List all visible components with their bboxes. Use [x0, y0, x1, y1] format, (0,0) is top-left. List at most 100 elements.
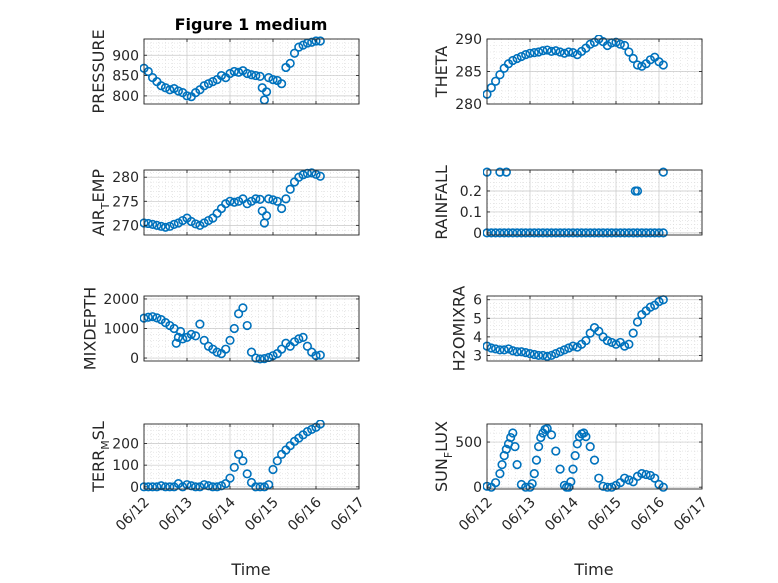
data-point: [581, 335, 591, 346]
data-point: [559, 345, 570, 355]
data-point: [624, 339, 634, 349]
y-axis-label: H2OMIXRA: [449, 286, 468, 372]
data-point: [246, 70, 257, 80]
data-series: [483, 35, 668, 99]
data-point: [564, 47, 574, 57]
data-point: [512, 53, 522, 64]
y-axis-label-main: THETA: [432, 46, 451, 98]
data-point: [246, 347, 257, 357]
data-point: [589, 228, 600, 238]
data-point: [512, 347, 522, 357]
data-point: [285, 58, 295, 68]
data-point: [510, 441, 520, 452]
data-point: [568, 464, 578, 474]
y-axis-label-main: AIR: [89, 209, 108, 236]
data-point: [525, 48, 535, 58]
data-point: [624, 228, 634, 238]
data-point: [637, 469, 647, 479]
y-axis-label-rest: SL: [89, 421, 108, 440]
data-point: [551, 228, 561, 238]
data-point: [229, 197, 239, 207]
y-axis-label: THETA: [432, 46, 451, 98]
data-point: [160, 482, 171, 492]
y-tick-label: 200: [112, 437, 139, 453]
data-point: [542, 228, 552, 238]
data-point: [607, 337, 617, 348]
data-point: [272, 196, 282, 206]
data-point: [551, 46, 561, 56]
data-point: [156, 481, 166, 491]
data-point: [255, 194, 265, 204]
data-point: [199, 480, 209, 490]
data-point: [508, 55, 518, 66]
axes-box: [486, 295, 703, 362]
data-point: [624, 475, 634, 485]
data-point: [585, 328, 595, 338]
data-point: [533, 441, 544, 452]
data-point: [225, 68, 235, 79]
data-point: [281, 194, 291, 204]
data-point: [255, 71, 265, 81]
data-point: [632, 317, 643, 327]
data-point: [529, 228, 539, 238]
data-point: [148, 482, 158, 492]
data-point: [559, 48, 570, 58]
y-tick-label: 0: [130, 351, 139, 367]
data-point: [503, 228, 514, 238]
data-point: [650, 228, 660, 238]
data-point: [229, 462, 239, 472]
data-point: [546, 228, 557, 238]
data-point: [491, 228, 501, 238]
data-point: [628, 53, 638, 64]
data-point: [555, 347, 565, 357]
data-point: [173, 86, 183, 96]
data-point: [277, 203, 287, 214]
data-point: [615, 228, 625, 238]
data-point: [658, 167, 668, 177]
y-tick-label: 0: [130, 480, 139, 496]
data-point: [255, 482, 265, 492]
data-point: [533, 47, 544, 57]
data-point: [572, 228, 582, 238]
data-point: [156, 221, 166, 231]
data-point: [212, 482, 222, 492]
data-point: [495, 70, 505, 80]
data-point: [658, 60, 668, 70]
y-axis-label: RAINFALL: [432, 165, 451, 240]
data-point: [546, 430, 557, 440]
data-point: [512, 228, 522, 238]
data-point: [186, 329, 196, 340]
axes-box: [486, 423, 703, 490]
data-point: [658, 228, 668, 238]
data-point: [542, 423, 552, 434]
data-point: [212, 347, 222, 357]
data-point: [654, 228, 664, 238]
data-point: [264, 480, 274, 490]
data-point: [259, 354, 270, 364]
data-point: [143, 66, 153, 77]
data-point: [501, 444, 511, 454]
x-axis-label-right: Time: [573, 560, 613, 579]
data-point: [589, 455, 600, 465]
y-axis-label: PRESSURE: [89, 29, 108, 113]
data-point: [225, 473, 235, 483]
data-point: [294, 334, 304, 344]
data-point: [525, 228, 535, 238]
y-tick-label: 900: [112, 48, 139, 64]
data-point: [516, 347, 527, 357]
data-point: [251, 70, 261, 81]
y-tick-label: 800: [112, 89, 139, 105]
y-tick-label: 850: [112, 69, 139, 85]
data-point: [495, 228, 505, 238]
data-point: [298, 332, 308, 342]
data-point: [216, 70, 226, 81]
data-point: [315, 36, 325, 46]
data-point: [619, 473, 630, 483]
data-point: [277, 344, 287, 354]
data-point: [632, 186, 643, 196]
data-point: [499, 345, 509, 355]
data-point: [143, 312, 153, 322]
